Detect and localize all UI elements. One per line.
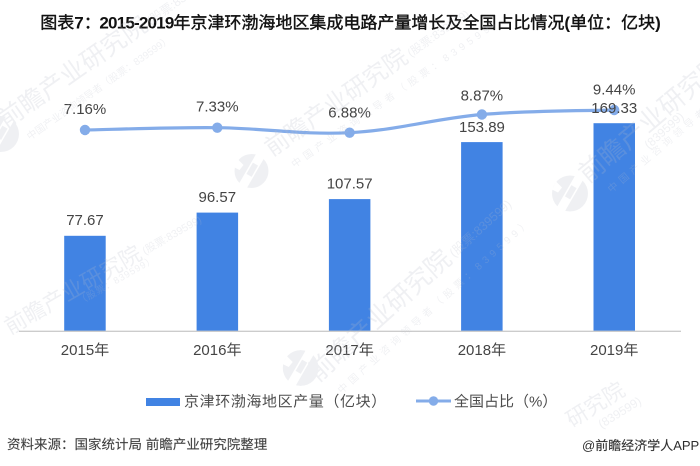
svg-text:(: ( [140,245,149,257]
svg-text:169.33: 169.33 [591,100,637,117]
svg-text:2016: 2016 [193,342,226,359]
svg-text:(: ( [564,14,570,33]
svg-text:96.57: 96.57 [199,189,237,206]
svg-text:@: @ [582,438,595,453]
svg-text:APP: APP [673,438,699,453]
svg-text:107.57: 107.57 [327,176,373,193]
svg-text:7.33%: 7.33% [196,98,239,115]
svg-text:153.89: 153.89 [459,119,505,136]
svg-text:): ) [655,14,661,33]
svg-text:8.87%: 8.87% [461,87,504,104]
svg-text:77.67: 77.67 [66,212,104,229]
svg-text:2019: 2019 [590,342,623,359]
svg-text:(: ( [406,48,416,60]
svg-text:7: 7 [74,14,83,33]
svg-text:2018: 2018 [458,342,491,359]
svg-text:%: % [529,394,542,411]
svg-text:2015: 2015 [61,342,94,359]
svg-text:(: ( [144,14,155,28]
svg-text:7.16%: 7.16% [64,101,107,118]
svg-text:9.44%: 9.44% [593,81,636,98]
